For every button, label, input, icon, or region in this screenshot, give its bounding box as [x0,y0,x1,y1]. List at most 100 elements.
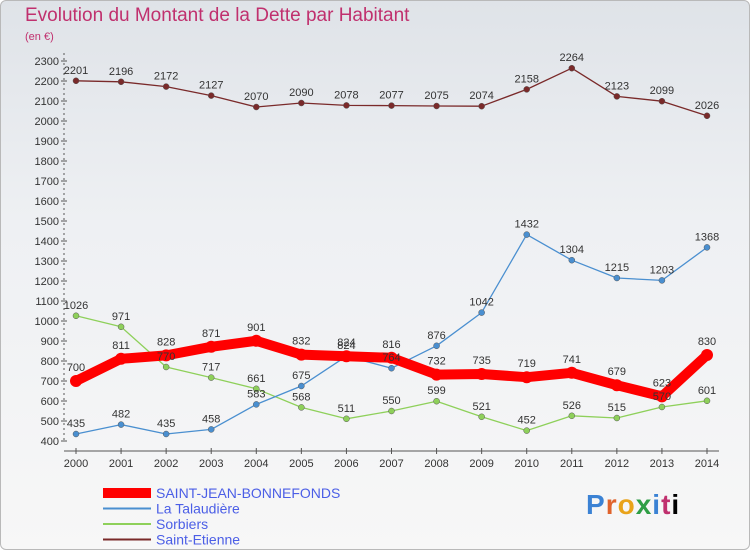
data-label: 735 [472,355,490,367]
x-tick-label: 2005 [289,458,313,470]
data-point [295,348,308,361]
axes: 400 500 600 700 800 900 1000 1100 1200 1300 1400 15… [35,53,719,470]
data-labels: 2201 2196 2172 2127 2070 2090 2078 2077 2075 2074… [64,52,719,430]
x-tick-label: 2008 [424,458,448,470]
data-label: 570 [653,391,671,403]
data-label: 583 [247,388,265,400]
y-tick-label: 1100 [35,296,59,308]
data-point [298,99,305,107]
data-label: 2172 [154,71,178,83]
data-point [613,93,621,100]
data-point [703,244,711,251]
y-tick-label: 600 [41,396,59,408]
x-tick-label: 2002 [154,458,178,470]
data-point [613,274,621,282]
data-point [162,83,170,90]
proxiti-logo: Proxiti [586,489,681,520]
y-tick-label: 800 [41,356,59,368]
data-label: 550 [382,395,400,407]
data-point [433,342,440,350]
data-label: 732 [427,356,445,368]
data-label: 2070 [244,91,268,103]
data-point [703,397,711,405]
x-tick-label: 2012 [605,458,629,470]
data-label: 1042 [469,297,493,309]
data-point [658,277,666,284]
data-label: 901 [247,322,265,334]
data-point [117,78,125,86]
data-label: 526 [563,400,581,412]
data-point [117,323,125,331]
data-point [72,77,80,85]
data-point [613,414,621,422]
data-label: 2074 [469,90,493,102]
data-point [207,426,215,433]
x-tick-label: 2007 [379,458,403,470]
data-label: 675 [292,370,310,382]
y-tick-label: 2100 [35,96,59,108]
data-label: 482 [112,409,130,421]
data-label: 661 [247,373,265,385]
data-label: 599 [427,385,445,397]
chart-subtitle: (en €) [25,31,54,43]
data-point [298,382,305,390]
data-point [478,309,485,316]
data-label: 824 [337,340,355,352]
data-label: 2075 [424,90,448,102]
y-tick-label: 1800 [35,156,59,168]
series-lines [70,64,713,438]
data-point [205,340,218,353]
data-point [565,366,578,379]
data-label: 828 [157,336,175,348]
data-label: 2158 [514,73,538,85]
data-label: 435 [67,418,85,430]
y-tick-label: 2000 [35,116,59,128]
data-point [72,430,80,438]
data-point [475,368,488,380]
data-point [250,334,263,347]
data-label: 1203 [650,264,674,276]
data-label: 601 [698,385,716,397]
legend-label: La Talaudière [156,501,240,517]
y-tick-label: 900 [41,336,59,348]
data-label: 435 [157,418,175,430]
data-label: 1368 [695,231,719,243]
x-tick-label: 2001 [109,458,133,470]
data-label: 2078 [334,89,358,101]
data-point [298,404,305,411]
data-label: 2264 [560,52,584,64]
data-label: 717 [202,362,220,374]
x-tick-label: 2014 [695,458,719,470]
data-point [568,64,576,72]
data-point [478,102,485,110]
data-label: 452 [518,415,536,427]
data-label: 832 [292,336,310,348]
data-point [388,407,395,415]
y-tick-label: 1200 [35,276,59,288]
data-label: 876 [427,330,445,342]
legend-label: Saint-Etienne [156,532,240,548]
data-label: 816 [382,339,400,351]
data-label: 741 [563,354,581,366]
x-tick-label: 2010 [514,458,538,470]
data-label: 2196 [109,66,133,78]
data-label: 1215 [605,262,629,274]
y-tick-label: 700 [41,376,59,388]
data-point [703,112,711,120]
x-tick-label: 2003 [199,458,223,470]
data-label: 830 [698,336,716,348]
data-point [388,102,395,109]
data-point [478,413,485,421]
data-point [658,97,666,105]
data-label: 2026 [695,100,719,112]
y-tick-label: 2300 [35,56,59,68]
data-label: 871 [202,328,220,340]
y-tick-label: 2200 [35,76,59,88]
data-point [253,385,260,393]
data-label: 2201 [64,65,88,77]
y-tick-label: 1000 [35,316,59,328]
data-label: 700 [67,362,85,374]
data-label: 811 [112,340,130,352]
